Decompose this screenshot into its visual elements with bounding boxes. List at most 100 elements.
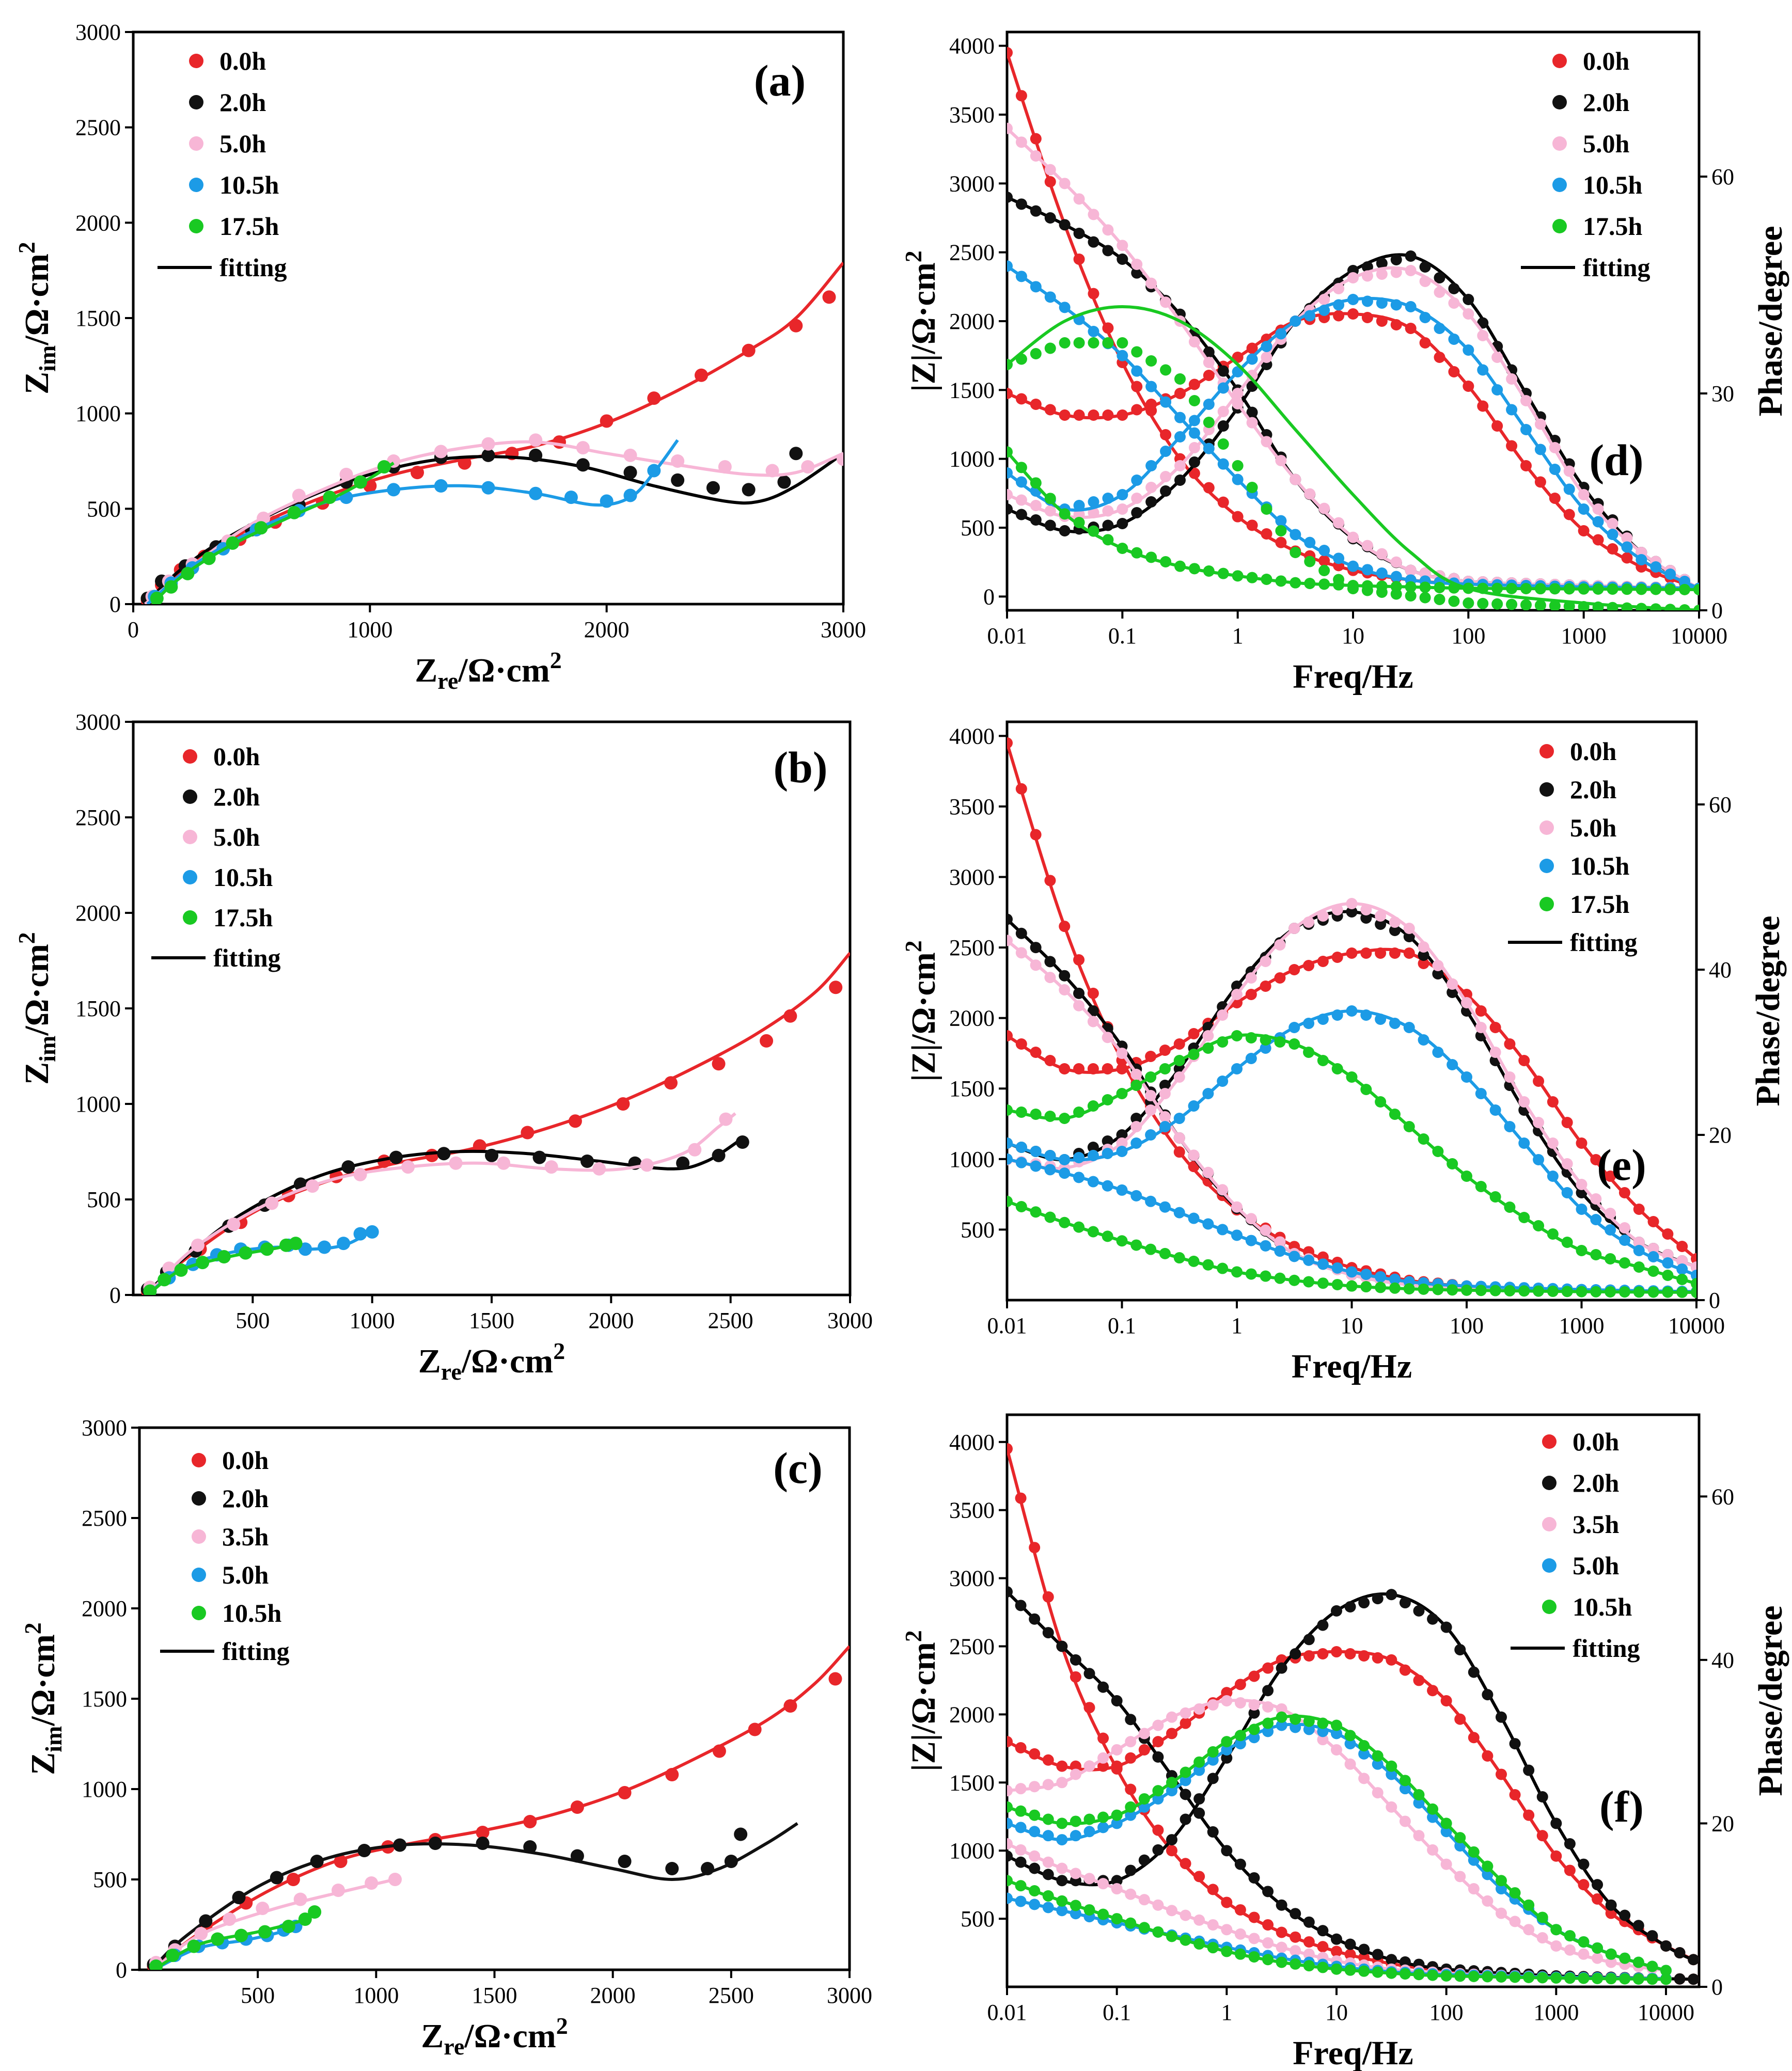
x-tick-label: 10000: [1638, 2000, 1694, 2025]
phase-point: [1290, 1721, 1301, 1733]
phase-point: [1070, 1815, 1081, 1827]
magnitude-point: [1029, 1899, 1041, 1910]
phase-point: [1166, 1711, 1177, 1723]
y-tick-label: 1000: [82, 1777, 127, 1802]
phase-point: [1152, 1719, 1164, 1731]
magnitude-point: [1592, 583, 1604, 595]
magnitude-point: [1691, 1286, 1696, 1298]
magnitude-point: [1447, 1284, 1458, 1296]
magnitude-point: [1145, 551, 1157, 563]
phase-point: [1413, 1674, 1425, 1686]
phase-point: [1260, 956, 1271, 967]
magnitude-point: [1232, 570, 1244, 582]
magnitude-point: [1389, 1282, 1401, 1294]
phase-point: [1042, 1830, 1054, 1842]
magnitude-point: [1358, 1965, 1370, 1977]
phase-point: [1056, 1834, 1068, 1846]
magnitude-point: [1056, 1862, 1068, 1874]
phase-point: [1130, 1113, 1142, 1124]
phase-point: [1015, 1142, 1027, 1153]
magnitude-point: [1152, 1926, 1164, 1938]
data-point: [227, 1218, 241, 1231]
phase-point: [1405, 323, 1417, 334]
phase-point: [1015, 1856, 1027, 1868]
phase-point: [1145, 399, 1157, 410]
phase-point: [1372, 1750, 1384, 1762]
magnitude-point: [1389, 1273, 1401, 1285]
phase-point: [1159, 1088, 1171, 1099]
phase-point: [1495, 1883, 1507, 1895]
legend-label: 2.0h: [1573, 1468, 1620, 1497]
phase-point: [1632, 1956, 1644, 1968]
panel-a: 0 1000 2000 3000 0 500 1000 1500 2000 2500 3000 Zre…: [13, 20, 866, 694]
magnitude-point: [1160, 296, 1172, 308]
phase-point: [1102, 1063, 1113, 1074]
phase-point: [1447, 978, 1458, 990]
phase-point: [1246, 342, 1258, 354]
y-tick-label: 2000: [82, 1596, 127, 1621]
phase-point: [1346, 1005, 1358, 1017]
phase-point: [1217, 382, 1229, 394]
y2-axis-label: Phase/degree: [1749, 915, 1787, 1106]
phase-point: [1360, 1084, 1372, 1095]
magnitude-point: [1303, 1276, 1315, 1288]
phase-point: [1372, 1593, 1384, 1605]
phase-point: [1015, 494, 1027, 506]
phase-point: [1389, 947, 1401, 959]
magnitude-point: [1262, 1954, 1274, 1966]
phase-point: [1073, 500, 1085, 511]
data-point: [640, 1158, 654, 1172]
x-tick-label: 1000: [1533, 2000, 1579, 2025]
phase-point: [1454, 1713, 1466, 1725]
phase-point: [1029, 1748, 1041, 1760]
phase-point: [1506, 440, 1518, 452]
magnitude-point: [1234, 1928, 1246, 1940]
y-axis-label: |Z|/Ω·cm2: [900, 940, 942, 1082]
y-tick-label: 1000: [949, 447, 995, 472]
magnitude-point: [1138, 1894, 1150, 1906]
data-point: [706, 481, 720, 495]
phase-point: [1489, 1047, 1501, 1058]
phase-point: [1262, 1717, 1274, 1729]
phase-point: [1518, 1055, 1530, 1066]
magnitude-point: [1491, 582, 1503, 594]
phase-point: [1145, 1129, 1157, 1141]
magnitude-point: [1318, 502, 1330, 514]
phase-point: [1361, 312, 1373, 323]
magnitude-point: [1275, 515, 1287, 527]
phase-point: [1088, 337, 1099, 349]
magnitude-point: [1007, 260, 1013, 272]
phase-point: [1676, 1255, 1688, 1267]
data-point: [334, 1855, 348, 1868]
magnitude-point: [1413, 1969, 1425, 1981]
magnitude-point: [1007, 1443, 1013, 1455]
phase-point: [1664, 604, 1676, 610]
phase-point: [1303, 1018, 1315, 1029]
phase-point: [1360, 1009, 1372, 1021]
phase-point: [1102, 1135, 1113, 1147]
phase-point: [1180, 1707, 1191, 1719]
phase-point: [1145, 1071, 1157, 1083]
phase-point: [1130, 1137, 1142, 1149]
magnitude-point: [1231, 1201, 1243, 1213]
y-tick-label: 2000: [75, 210, 121, 235]
data-point: [616, 1097, 630, 1111]
phase-point: [1547, 1171, 1559, 1182]
phase-point: [1116, 1088, 1128, 1099]
magnitude-point: [1534, 583, 1546, 595]
magnitude-point: [1083, 1873, 1095, 1885]
y-tick-label: 3000: [949, 171, 995, 196]
magnitude-point: [1390, 556, 1402, 568]
phase-point: [1303, 1047, 1315, 1058]
magnitude-point: [1125, 1888, 1137, 1900]
phase-point: [1561, 1117, 1573, 1128]
data-point: [393, 1838, 407, 1852]
data-point: [529, 433, 543, 447]
y-tick-label: 0: [116, 1957, 127, 1983]
phase-point: [1399, 1775, 1411, 1787]
phase-point: [1347, 272, 1359, 283]
data-point: [473, 1139, 486, 1153]
magnitude-point: [1087, 1226, 1099, 1238]
phase-point: [1344, 1730, 1356, 1742]
